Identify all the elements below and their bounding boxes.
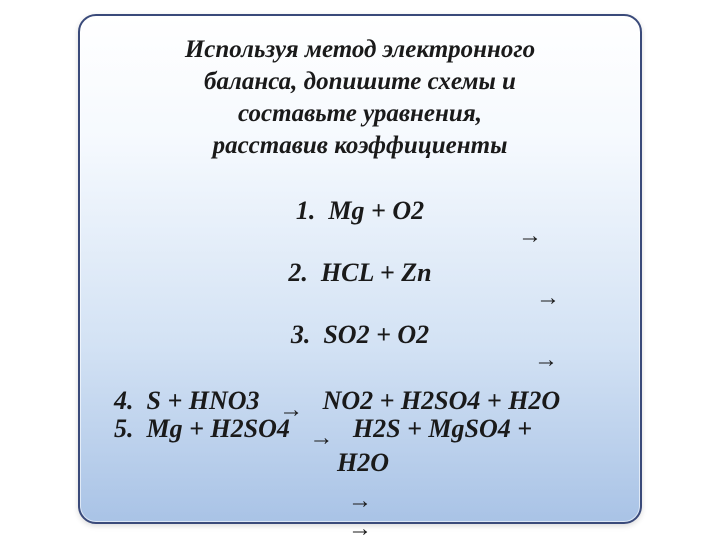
content-panel: Используя метод электронного баланса, до… [78,14,642,524]
equation-2: 2. HCL + Zn → [108,256,612,324]
instruction-text: Используя метод электронного баланса, до… [108,34,612,162]
eq-2-num: 2. [288,258,308,287]
intro-line-3: составьте уравнения, [238,100,482,127]
eq-3-lhs: SO2 + O2 [323,320,429,349]
equation-1: 1. Mg + O2 → [108,194,612,262]
intro-line-4: расставив коэффициенты [213,132,508,159]
eq-5-rhs: H2S + MgSO4 + [353,414,532,443]
bottom-arrows: → → [108,488,612,543]
intro-line-1: Используя метод электронного [185,36,535,63]
eq-5-rhs-cont: H2O [114,446,612,480]
eq-5-num: 5. [114,414,134,443]
arrow-icon: → [534,347,558,373]
eq-4-rhs: NO2 + H2SO4 + H2O [323,386,561,415]
eq-1-num: 1. [296,196,316,225]
eq-1-lhs: Mg + O2 [328,196,424,225]
eq-4-num: 4. [114,386,134,415]
eq-2-lhs: HCL + Zn [321,258,432,287]
equation-3: 3. SO2 + O2 → [108,318,612,386]
equations-block: 1. Mg + O2 → 2. HCL + Zn → 3. SO2 + O2 →… [108,194,612,500]
equation-5: 5. Mg + H2SO4 → H2S + MgSO4 + H2O [108,412,612,480]
intro-line-2: баланса, допишите схемы и [204,68,516,95]
eq-3-num: 3. [291,320,311,349]
arrow-icon: → [309,425,333,451]
arrow-icon: → [518,223,542,249]
eq-5-lhs: Mg + H2SO4 [147,414,290,443]
eq-4-lhs: S + HNO3 [147,386,260,415]
arrow-icon: → [348,516,372,542]
arrow-icon: → [536,285,560,311]
arrow-icon: → [348,488,372,514]
